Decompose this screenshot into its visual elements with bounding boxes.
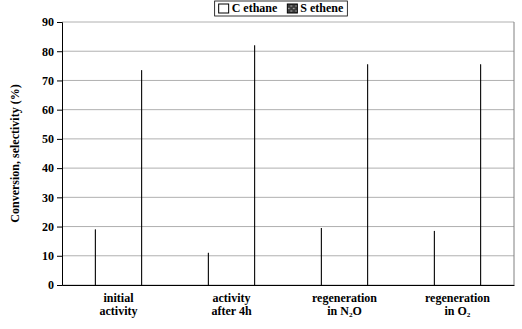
y-tick-label: 70	[42, 74, 54, 88]
y-tick: 30	[42, 191, 62, 205]
bar	[254, 45, 255, 285]
y-tick-label: 20	[42, 220, 54, 234]
x-tick-label: initialactivity	[100, 291, 138, 319]
x-tick: regenerationin O₂	[425, 285, 490, 318]
x-tick: initialactivity	[100, 285, 138, 318]
y-tick: 0	[48, 278, 62, 292]
grid-line	[62, 138, 514, 139]
bars	[95, 45, 480, 285]
grid-line	[62, 168, 514, 169]
y-axis: 0 10 20 30 40 50 60 70 80 90	[42, 15, 63, 292]
legend-label: S ethene	[300, 1, 344, 15]
y-tick-label: 40	[42, 161, 54, 175]
x-axis: initialactivity activityafter 4h regenerat…	[63, 285, 515, 318]
y-tick-label: 10	[42, 249, 54, 263]
grid	[62, 22, 514, 285]
x-tick-label: regenerationin O₂	[425, 291, 490, 319]
y-tick: 40	[42, 161, 62, 175]
y-tick: 20	[42, 220, 62, 234]
legend-swatch	[219, 4, 229, 13]
y-tick-mark	[57, 110, 62, 111]
legend: C ethane S ethene	[215, 1, 348, 16]
x-tick: regenerationin N₂O	[312, 285, 377, 318]
y-axis-line	[57, 23, 63, 286]
legend-swatch	[287, 4, 297, 13]
y-tick-mark	[57, 139, 62, 140]
bar	[321, 228, 322, 285]
x-axis-line	[63, 285, 515, 286]
bar	[480, 64, 481, 285]
grid-line	[62, 285, 514, 286]
grid-line	[62, 109, 514, 110]
y-tick-label: 90	[42, 15, 54, 29]
legend-item: C ethane	[219, 1, 278, 15]
x-tick-label: regenerationin N₂O	[312, 291, 377, 319]
y-tick-mark	[57, 22, 62, 23]
bar	[434, 231, 435, 285]
y-axis-title: Conversion, selectivity (%)	[8, 84, 22, 222]
bar	[367, 64, 368, 285]
y-tick: 90	[42, 15, 62, 29]
grid-line	[62, 22, 514, 23]
bar	[141, 70, 142, 285]
bar-top	[434, 228, 435, 234]
bar	[95, 229, 96, 285]
bar	[208, 253, 209, 285]
y-tick-mark	[57, 256, 62, 257]
y-tick-mark	[57, 285, 62, 286]
chart: 0 10 20 30 40 50 60 70 80 90 initialactivity activi…	[0, 0, 522, 329]
legend-box	[215, 1, 348, 16]
y-tick-label: 30	[42, 191, 54, 205]
y-tick-mark	[57, 168, 62, 169]
y-tick-mark	[57, 227, 62, 228]
y-tick-label: 60	[42, 103, 54, 117]
y-tick: 10	[42, 249, 62, 263]
y-tick-mark	[57, 80, 62, 81]
bar-top	[367, 61, 368, 67]
y-tick: 70	[42, 74, 62, 88]
grid-line	[62, 80, 514, 81]
bar-top	[254, 42, 255, 48]
x-tick-label: activityafter 4h	[211, 291, 251, 319]
legend-label: C ethane	[232, 1, 278, 15]
y-tick: 50	[42, 132, 62, 146]
bar-top	[321, 225, 322, 231]
bar-top	[480, 61, 481, 67]
y-tick-label: 0	[48, 278, 54, 292]
y-tick-mark	[57, 51, 62, 52]
legend-item: S ethene	[287, 1, 344, 15]
y-tick-label: 50	[42, 132, 54, 146]
bar-top	[95, 226, 96, 232]
y-tick-mark	[57, 197, 62, 198]
bar-top	[141, 67, 142, 73]
y-tick-label: 80	[42, 45, 54, 59]
x-tick: activityafter 4h	[211, 285, 251, 318]
grid-line	[62, 226, 514, 227]
grid-line	[62, 51, 514, 52]
grid-line	[62, 197, 514, 198]
y-tick: 60	[42, 103, 62, 117]
grid-line	[62, 255, 514, 256]
bar-top	[208, 250, 209, 256]
frame	[514, 22, 515, 285]
y-tick: 80	[42, 45, 62, 59]
